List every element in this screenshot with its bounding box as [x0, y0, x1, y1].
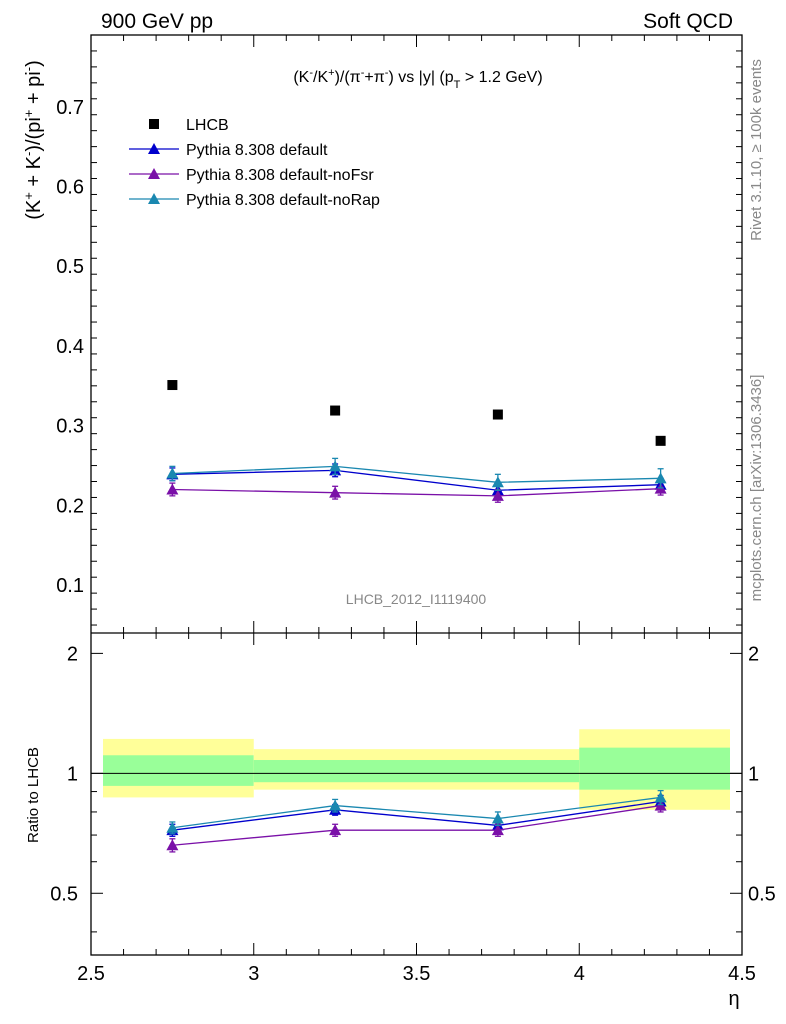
top-series-0-point-0	[167, 380, 178, 391]
ratio-series-2-point-1	[329, 799, 342, 811]
x-tick-label-4: 4.5	[728, 963, 756, 985]
top-series-layer	[166, 380, 667, 503]
band-green-2	[579, 747, 730, 790]
x-tick-label-3: 4	[574, 963, 585, 985]
ratio-series-2-line	[172, 796, 661, 829]
ratio-series-1-point-0	[166, 839, 179, 851]
top-series-3-point-2	[491, 476, 504, 488]
band-green-1	[253, 760, 580, 783]
ratio-y-tick-label-left-2: 2	[67, 643, 78, 665]
legend: LHCB Pythia 8.308 default Pythia 8.308 def…	[129, 117, 380, 209]
x-tick-label-0: 2.5	[77, 963, 105, 985]
ratio-y-tick-label-right-0: 0.5	[748, 883, 776, 905]
ratio-series-layer	[166, 789, 667, 853]
top-series-2-line	[172, 488, 661, 497]
ratio-y-tick-label-right-1: 1	[748, 763, 759, 785]
mcplots-label: mcplots.cern.ch [arXiv:1306.3436]	[748, 375, 765, 602]
band-green-0	[103, 755, 254, 786]
x-tick-label-2: 3.5	[403, 963, 431, 985]
x-axis-label: η	[728, 988, 739, 1010]
top-series-1-line	[172, 469, 661, 491]
ratio-series-2-point-0	[166, 821, 179, 833]
ratio-series-1-line	[172, 804, 661, 846]
top-series-3-point-3	[654, 472, 667, 484]
header-left: 900 GeV pp	[101, 10, 213, 33]
header-right: Soft QCD	[643, 10, 733, 33]
top-series-0-point-3	[655, 435, 666, 446]
ratio-series-2-point-3	[654, 791, 667, 803]
legend-label-2: Pythia 8.308 default-noFsr	[186, 167, 374, 184]
top-y-tick-label-1: 0.2	[56, 495, 84, 517]
x-tick-label-1: 3	[248, 963, 259, 985]
legend-marker-3	[148, 193, 160, 204]
ratio-series-2-point-2	[491, 812, 504, 824]
top-y-tick-label-5: 0.6	[56, 176, 84, 198]
legend-marker-2	[148, 168, 160, 179]
top-y-tick-label-3: 0.4	[56, 336, 84, 358]
ratio-y-tick-label-right-2: 2	[748, 643, 759, 665]
top-series-3-line	[172, 465, 661, 483]
legend-label-0: LHCB	[186, 117, 229, 134]
ratio-y-tick-label-left-0: 0.5	[50, 883, 78, 905]
top-series-2-point-0	[166, 483, 179, 495]
rivet-label: Rivet 3.1.10, ≥ 100k events	[748, 59, 765, 241]
top-y-tick-label-0: 0.1	[56, 575, 84, 597]
bottom-y-axis-label: Ratio to LHCB	[25, 747, 42, 843]
top-y-tick-label-4: 0.5	[56, 256, 84, 278]
top-series-0-point-2	[492, 409, 503, 420]
legend-marker-1	[148, 143, 160, 154]
ratio-series-1-point-1	[329, 824, 342, 836]
analysis-watermark: LHCB_2012_I1119400	[346, 591, 487, 607]
top-series-0-point-1	[330, 405, 341, 416]
axes-layer: 2.5 3 3.5 4 4.5 0.1 0.2 0.3 0.4 0.5 0.6 0.7 0.5 0.5 1 1…	[50, 34, 776, 985]
top-series-2-point-2	[491, 489, 504, 501]
ratio-y-tick-label-left-1: 1	[67, 763, 78, 785]
top-series-3-point-0	[166, 467, 179, 479]
ratio-series-1-point-2	[491, 824, 504, 836]
legend-label-3: Pythia 8.308 default-noRap	[186, 192, 380, 209]
legend-label-1: Pythia 8.308 default	[186, 142, 328, 159]
plot-title: (K-/K+)/(π-+π-) vs |y| (pT > 1.2 GeV)	[293, 67, 542, 91]
top-y-tick-label-6: 0.7	[56, 97, 84, 119]
legend-marker-0	[149, 119, 159, 129]
top-y-axis-label: (K+ + K-)/(pi+ + pi-)	[21, 60, 46, 220]
ratio-uncertainty-bands	[91, 729, 742, 810]
ratio-series-0-line	[172, 800, 661, 831]
top-series-2-point-1	[329, 486, 342, 498]
top-y-tick-label-2: 0.3	[56, 416, 84, 438]
top-series-3-point-1	[329, 460, 342, 472]
